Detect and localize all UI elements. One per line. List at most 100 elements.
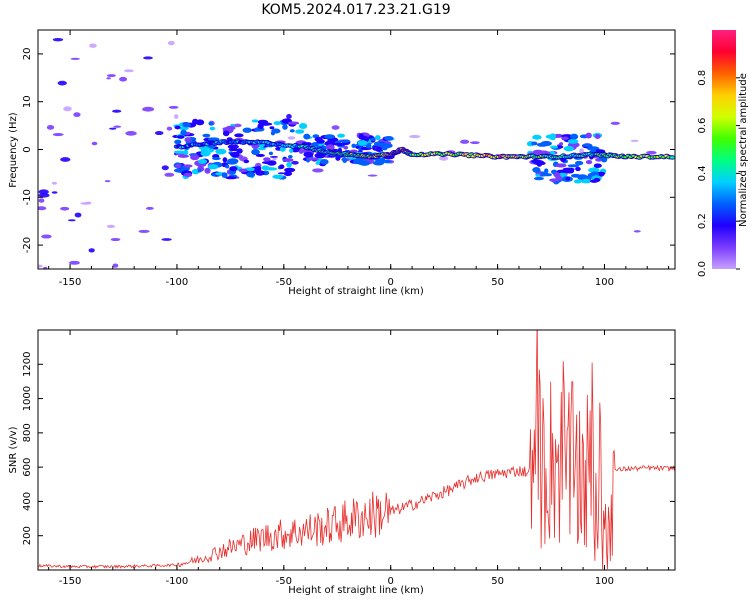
y-tick-label: -20 [22, 237, 33, 253]
spectral-blob [202, 133, 211, 138]
noise-blob [145, 206, 154, 210]
spectral-blob [365, 142, 372, 149]
spectral-blob [190, 154, 200, 161]
spectral-blob [270, 130, 276, 136]
spectral-blob [195, 119, 205, 126]
spectral-blob [585, 160, 593, 165]
spectral-blob [369, 137, 376, 142]
spectral-blob [307, 157, 319, 161]
spectral-blob [176, 135, 185, 139]
spectral-blob [558, 172, 568, 178]
spectral-blob [236, 148, 243, 154]
spectral-blob [563, 145, 575, 152]
noise-blob [63, 106, 72, 112]
noise-blob [579, 148, 584, 154]
spectral-blob [282, 124, 288, 130]
noise-blob [630, 139, 639, 142]
spectral-blob [174, 125, 181, 130]
noise-blob [123, 69, 134, 73]
spectral-blob [326, 144, 335, 151]
spectral-blob [183, 172, 193, 177]
spectral-blob [286, 161, 292, 168]
spectral-blob [284, 167, 296, 173]
spectral-blob [353, 158, 360, 165]
spectral-blob [590, 179, 599, 183]
noise-blob [154, 130, 164, 136]
ridge-core [669, 156, 675, 159]
spectral-blob [180, 129, 187, 136]
noise-blob [109, 127, 117, 130]
noise-blob [331, 125, 340, 130]
x-tick-label: -50 [276, 576, 292, 587]
spectral-blob [191, 168, 200, 175]
spectrogram-x-ticks: -150 -100 -50 0 50 100 [48, 30, 670, 288]
spectral-blob [182, 122, 191, 128]
colorbar-tick-label: 0.4 [697, 165, 708, 181]
noise-blob [286, 114, 292, 119]
noise-blob [57, 80, 67, 86]
spectral-blob [228, 147, 238, 152]
spectral-blob [179, 126, 189, 131]
spectral-blob [384, 135, 394, 141]
noise-blob [38, 193, 50, 198]
spectral-blob [246, 171, 256, 178]
snr-y-axis-label: SNR (v/v) [8, 426, 19, 473]
noise-blob [91, 141, 98, 146]
spectral-blob [555, 175, 563, 181]
noise-blob [312, 168, 324, 173]
spectrogram-y-ticks: -20 -10 0 10 20 [22, 48, 675, 253]
noise-blob [60, 206, 70, 211]
noise-blob [166, 126, 173, 131]
x-tick-label: 100 [595, 277, 614, 288]
spectral-blob [261, 161, 274, 165]
spectral-blob [257, 147, 266, 151]
noise-blob [104, 180, 111, 183]
noise-blob [51, 191, 58, 194]
spectral-blob [183, 149, 189, 156]
spectral-blob [357, 140, 368, 146]
noise-blob [142, 106, 155, 112]
spectral-blob [242, 127, 252, 133]
colorbar-tick-label: 0.6 [697, 118, 708, 134]
spectral-blob [298, 148, 304, 154]
spectral-blob [569, 133, 579, 140]
spectral-blob [222, 126, 235, 131]
spectral-blob [381, 145, 390, 149]
noise-blob [60, 157, 71, 162]
spectral-blob [208, 147, 214, 153]
colorbar-label: Normalized spectral amplitude [738, 73, 749, 227]
y-tick-label: 400 [22, 492, 33, 511]
noise-blob [291, 160, 299, 165]
noise-blob [168, 105, 179, 109]
spectral-blob [601, 156, 608, 163]
spectral-blob [273, 121, 282, 126]
spectral-blob [222, 157, 228, 163]
colorbar-tick-label: 0.2 [697, 213, 708, 229]
spectral-blob [593, 163, 602, 168]
spectral-blob [532, 167, 541, 173]
spectral-blob [574, 160, 584, 166]
spectral-blob [212, 157, 221, 161]
spectral-blob [339, 139, 351, 143]
spectral-blob [587, 146, 599, 151]
noise-blob [125, 131, 137, 136]
x-tick-label: 100 [595, 576, 614, 587]
spectral-blob [594, 134, 601, 139]
spectrogram-heatmap [38, 37, 675, 269]
spectral-blob [227, 144, 239, 149]
noise-blob [38, 198, 45, 203]
noise-blob [138, 229, 150, 233]
spectral-blob [221, 172, 228, 179]
spectral-blob [257, 123, 264, 130]
spectral-blob [303, 133, 311, 140]
spectral-blob [544, 168, 549, 174]
spectral-blob [197, 168, 202, 173]
spectral-blob [358, 135, 369, 141]
noise-blob [167, 40, 175, 46]
spectral-blob [316, 139, 325, 144]
noise-blob [106, 77, 111, 80]
spectral-blob [200, 148, 209, 153]
noise-blob [164, 172, 175, 177]
spectral-blob [531, 141, 538, 146]
